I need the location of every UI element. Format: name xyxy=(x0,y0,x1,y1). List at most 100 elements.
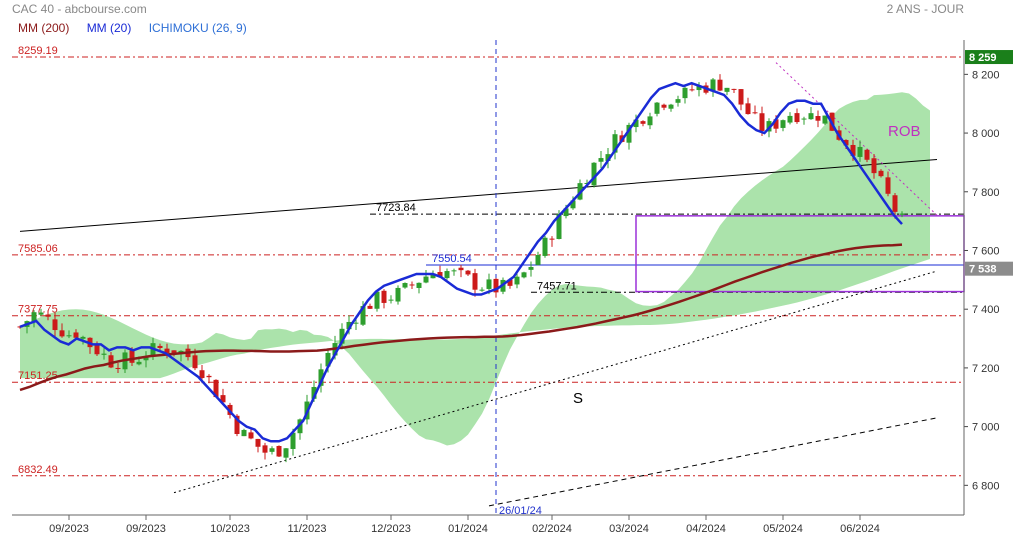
candle-body xyxy=(437,272,443,277)
chart-period: 2 ANS - JOUR xyxy=(886,2,964,16)
x-tick-label: 09/2023 xyxy=(126,523,166,535)
candle-body xyxy=(885,177,891,194)
candle-body xyxy=(290,432,296,449)
candle-body xyxy=(556,214,562,239)
candle-body xyxy=(444,271,450,279)
candle-body xyxy=(45,314,51,317)
candle-body xyxy=(402,283,408,288)
candle-body xyxy=(66,335,72,337)
trend-line-2 xyxy=(488,417,938,507)
legend-mm20[interactable]: MM (20) xyxy=(86,21,132,35)
candle-body xyxy=(689,89,695,91)
candle-body xyxy=(276,446,282,457)
level-label-2: 7377.75 xyxy=(18,304,58,316)
candle-body xyxy=(486,279,492,289)
level-label-1: 7585.06 xyxy=(18,243,58,255)
trend-line-0 xyxy=(19,158,938,232)
candle-body xyxy=(346,321,352,330)
candle-body xyxy=(850,144,856,156)
candle-body xyxy=(283,448,289,458)
candle-body xyxy=(325,352,331,367)
candle-body xyxy=(521,272,527,278)
candle-body xyxy=(213,379,219,398)
candle-body xyxy=(206,375,212,378)
level-label-4: 6832.49 xyxy=(18,464,58,476)
chart-title: CAC 40 - abcbourse.com xyxy=(12,2,147,16)
x-tick-label: 01/2024 xyxy=(448,523,488,535)
candle-body xyxy=(647,116,653,126)
candle-body xyxy=(143,357,149,361)
y-tick-label: 8 200 xyxy=(972,69,1000,81)
date-vline-label: 26/01/24 xyxy=(499,505,542,517)
candle-body xyxy=(101,353,107,355)
candle-body xyxy=(563,208,569,217)
candle-body xyxy=(59,330,65,337)
candle-body xyxy=(661,104,667,108)
candle-body xyxy=(710,79,716,92)
candle-body xyxy=(542,237,548,256)
candle-body xyxy=(598,158,604,162)
candle-body xyxy=(94,344,100,355)
x-tick-label: 05/2024 xyxy=(763,523,803,535)
candle-body xyxy=(591,162,597,186)
candle-body xyxy=(255,438,261,447)
candle-body xyxy=(808,113,814,120)
candle-body xyxy=(353,322,359,324)
candle-body xyxy=(892,195,898,212)
candle-body xyxy=(52,319,58,331)
x-tick-label: 10/2023 xyxy=(210,523,250,535)
candle-body xyxy=(80,336,86,339)
price-label-bg-last xyxy=(965,261,1013,276)
level-label-5: 7723.84 xyxy=(376,202,416,214)
price-label-last: 7 538 xyxy=(969,264,997,276)
candle-body xyxy=(717,79,723,91)
candle-body xyxy=(794,113,800,123)
candle-body xyxy=(626,124,632,143)
candle-body xyxy=(395,287,401,302)
candle-body xyxy=(129,350,135,363)
candle-body xyxy=(318,369,324,386)
candle-body xyxy=(535,255,541,265)
candle-body xyxy=(108,355,114,368)
candle-body xyxy=(731,88,737,90)
candle-body xyxy=(451,270,457,272)
legend-ichimoku[interactable]: ICHIMOKU (26, 9) xyxy=(148,21,247,35)
candle-body xyxy=(787,115,793,123)
level-label-0: 8259.19 xyxy=(18,45,58,57)
candle-body xyxy=(297,419,303,434)
y-tick-label: 7 200 xyxy=(972,363,1000,375)
y-tick-label: 7 800 xyxy=(972,187,1000,199)
candle-body xyxy=(843,139,849,146)
y-tick-label: 6 800 xyxy=(972,480,1000,492)
y-tick-label: 8 000 xyxy=(972,128,1000,140)
level-label-7: 7457.71 xyxy=(537,280,577,292)
candle-body xyxy=(822,115,828,124)
candle-body xyxy=(752,112,758,114)
candle-body xyxy=(759,113,765,131)
legend-mm200[interactable]: MM (200) xyxy=(18,21,70,35)
candle-body xyxy=(374,291,380,309)
candle-body xyxy=(339,328,345,344)
level-label-6: 7550.54 xyxy=(432,253,472,265)
legend: MM (200) MM (20) ICHIMOKU (26, 9) xyxy=(18,21,261,35)
candle-body xyxy=(857,146,863,157)
candle-body xyxy=(220,395,226,403)
candle-body xyxy=(878,170,884,177)
candle-body xyxy=(528,267,534,270)
candle-body xyxy=(612,134,618,153)
candle-body xyxy=(871,158,877,174)
candle-body xyxy=(507,279,513,286)
candle-body xyxy=(549,238,555,240)
candle-body xyxy=(269,448,275,452)
price-label-high: 8 259 xyxy=(969,52,997,64)
candle-body xyxy=(668,104,674,109)
x-tick-label: 02/2024 xyxy=(532,523,572,535)
candle-body xyxy=(381,290,387,303)
candle-body xyxy=(570,200,576,209)
candle-body xyxy=(164,348,170,353)
x-tick-label: 12/2023 xyxy=(371,523,411,535)
price-label-bg-high xyxy=(965,50,1013,65)
mm20-line xyxy=(19,81,903,443)
